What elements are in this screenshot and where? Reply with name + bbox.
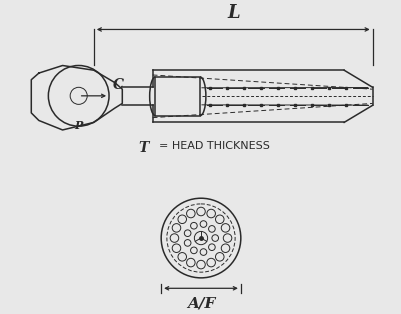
Text: C: C (113, 78, 124, 92)
Text: P: P (74, 120, 82, 131)
Text: T: T (138, 141, 148, 155)
Bar (155, 77, 200, 116)
Text: A/F: A/F (186, 297, 215, 311)
Text: L: L (226, 4, 239, 22)
Text: = HEAD THICKNESS: = HEAD THICKNESS (151, 141, 269, 151)
